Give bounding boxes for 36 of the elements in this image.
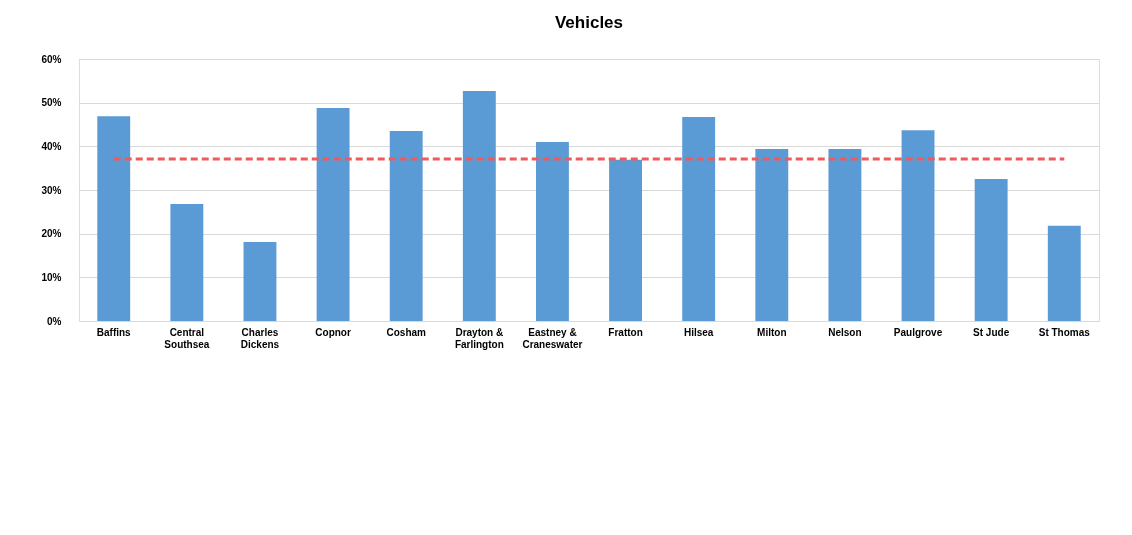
chart-title: Vehicles — [554, 13, 624, 32]
y-tick-label: 0% — [47, 315, 62, 327]
y-tick-label: 10% — [41, 271, 62, 283]
x-tick-label: Eastney & Craneswater — [522, 326, 583, 350]
bar — [462, 90, 496, 321]
x-tick-label: Milton — [757, 326, 787, 338]
x-tick-label: Nelson — [828, 326, 862, 338]
x-tick-label: Central Southsea — [164, 326, 210, 350]
bar — [1047, 225, 1081, 321]
x-tick-label: St Jude — [973, 326, 1010, 338]
x-tick-label: Hilsea — [683, 326, 714, 338]
y-tick-label: 50% — [41, 97, 62, 109]
bar — [389, 131, 423, 321]
bar — [755, 148, 789, 321]
bar — [170, 203, 204, 321]
x-tick-label: St Thomas — [1038, 326, 1091, 338]
y-tick-label: 40% — [41, 140, 62, 152]
y-tick-label: 20% — [41, 228, 62, 240]
x-tick-label: Cosham — [386, 326, 427, 338]
bar — [828, 148, 862, 321]
bar — [682, 117, 716, 321]
bar — [974, 179, 1008, 321]
x-tick-label: Baffins — [96, 326, 132, 338]
bar — [97, 116, 131, 321]
bar — [609, 159, 643, 321]
x-tick-label: Paulgrove — [893, 326, 943, 338]
bar — [535, 141, 569, 321]
bar — [901, 130, 935, 321]
x-tick-label: Charles Dickens — [240, 326, 280, 350]
bar — [316, 107, 350, 321]
x-tick-label: Drayton & Farlington — [454, 326, 504, 350]
y-tick-label: 60% — [41, 53, 62, 65]
bar — [243, 241, 277, 321]
y-tick-label: 30% — [41, 184, 62, 196]
x-tick-label: Fratton — [608, 326, 643, 338]
x-tick-label: Copnor — [315, 326, 351, 338]
